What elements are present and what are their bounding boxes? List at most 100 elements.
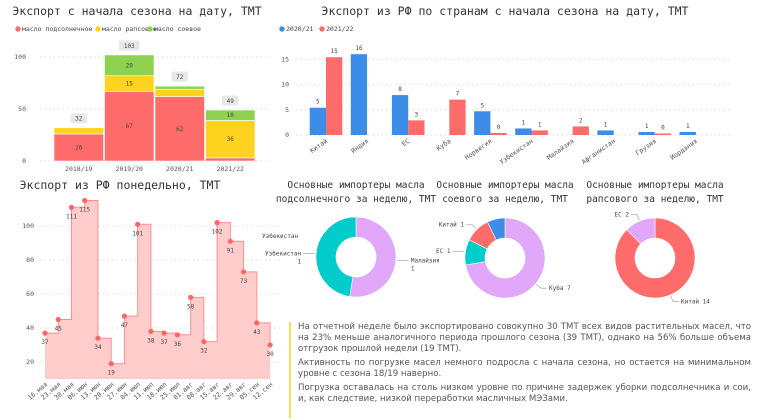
data-label: 37 [41, 339, 49, 346]
y-tick-label: 50 [18, 105, 26, 113]
data-label: 45 [55, 326, 63, 333]
slice-label: Малайзия [411, 258, 440, 265]
bar [326, 57, 343, 136]
data-point [108, 361, 114, 367]
x-tick-label: Китай [309, 137, 330, 155]
data-label: 91 [227, 247, 235, 254]
data-point [55, 316, 61, 323]
donut-slice [626, 217, 656, 245]
bar [531, 130, 548, 135]
total-badge [70, 113, 87, 124]
data-label: 20 [126, 62, 134, 69]
leader-line [536, 284, 548, 289]
data-label: 26 [75, 144, 83, 151]
data-label: 5 [480, 102, 484, 109]
bar-segment [104, 91, 155, 162]
chart-title: Экспорт с начала сезона на дату, ТМТ [12, 4, 261, 18]
legend-marker [279, 26, 285, 32]
donut-slice [487, 217, 506, 241]
total-label: 49 [227, 98, 235, 105]
bar-segment [154, 96, 205, 162]
bar [474, 111, 491, 135]
data-point [82, 197, 88, 204]
total-badge [171, 71, 188, 82]
bar [572, 126, 589, 135]
y-tick-label: 0 [285, 131, 289, 139]
data-label: 19 [108, 370, 116, 377]
chart-title: Основные импортеры масла [436, 180, 573, 191]
chart-title: Экспорт из РФ понедельно, ТМТ [20, 178, 221, 192]
leader-line [466, 224, 477, 229]
bar [638, 131, 655, 135]
bar [679, 131, 696, 135]
x-tick-label: 2021/22 [217, 165, 244, 173]
bar [597, 130, 614, 135]
data-label: 1 [538, 121, 542, 128]
legend-marker [15, 26, 21, 32]
data-point [241, 269, 247, 275]
x-tick-label: Узбекистан [498, 137, 535, 166]
country-export-chart: Экспорт из РФ по странам с начала сезона… [279, 4, 730, 166]
data-label: 1 [522, 119, 526, 126]
data-label: 7 [456, 91, 460, 98]
bar-segment [205, 109, 256, 121]
x-tick-label: Куба [435, 137, 452, 153]
donut-slice [315, 216, 357, 297]
bar [309, 107, 326, 135]
total-label: 103 [124, 43, 135, 50]
chart-title: рапсового за неделю, ТМТ [586, 194, 724, 205]
data-label: 67 [126, 123, 134, 130]
slice-label: ЕС 2 [615, 212, 630, 219]
bar [408, 120, 425, 135]
y-tick-label: 0 [22, 157, 26, 165]
legend-label: 2020/21 [286, 25, 313, 33]
legend-marker [147, 26, 153, 32]
legend-label: масло рапсовое [102, 25, 157, 33]
y-tick-label: 100 [22, 222, 34, 230]
chart-title: Основные импортеры масла [287, 180, 424, 191]
x-tick-label: 2020/21 [166, 165, 193, 173]
bar-segment [104, 54, 155, 77]
bar [515, 128, 532, 135]
x-tick-label: Индия [350, 137, 371, 155]
data-point [42, 330, 48, 336]
slice-label: Узбекистан [265, 250, 302, 257]
weekly-export-chart: Экспорт из РФ понедельно, ТМТ 20 40 60 80 100… [20, 178, 299, 402]
data-point [201, 339, 207, 345]
data-label: 43 [253, 329, 261, 336]
y-tick-label: 20 [26, 358, 34, 366]
commentary-box: На отчетной неделе было экспортировано с… [289, 322, 751, 418]
comment-paragraph: На отчетной неделе было экспортировано с… [298, 322, 751, 354]
area-fill [45, 200, 271, 379]
x-tick-label: 2018/19 [65, 165, 92, 173]
bar-segment [154, 85, 205, 90]
data-label: 30 [266, 351, 274, 358]
data-point [95, 335, 101, 341]
x-tick-label: Норвегия [463, 137, 493, 162]
leader-line [670, 295, 679, 302]
y-tick-label: 100 [14, 53, 26, 61]
data-point [214, 220, 220, 226]
data-point [135, 221, 141, 227]
total-badge [222, 95, 239, 106]
data-label: 15 [331, 48, 339, 55]
bar [654, 133, 672, 135]
data-point [267, 342, 273, 348]
data-label: 8 [398, 86, 402, 93]
x-tick-label: Афганистан [580, 137, 617, 166]
data-label: 34 [94, 344, 102, 351]
legend-label: масло соевое [154, 25, 201, 33]
chart-title: соевого за неделю, ТМТ [442, 194, 568, 205]
slice-label: 1 [298, 258, 302, 265]
legend-label: 2021/22 [326, 25, 353, 33]
x-tick-label: ЕС [400, 137, 411, 148]
y-tick-label: 5 [285, 106, 289, 114]
legend-label: масло подсолнечное [22, 25, 93, 33]
slice-label: Китай 14 [681, 298, 710, 305]
y-tick-label: 80 [26, 256, 34, 264]
data-label: 1 [686, 123, 690, 130]
importers-donut-chart: Основные импортеры масла соевого за недел… [436, 180, 574, 299]
legend-marker [95, 26, 101, 32]
bar-segment [205, 157, 256, 162]
